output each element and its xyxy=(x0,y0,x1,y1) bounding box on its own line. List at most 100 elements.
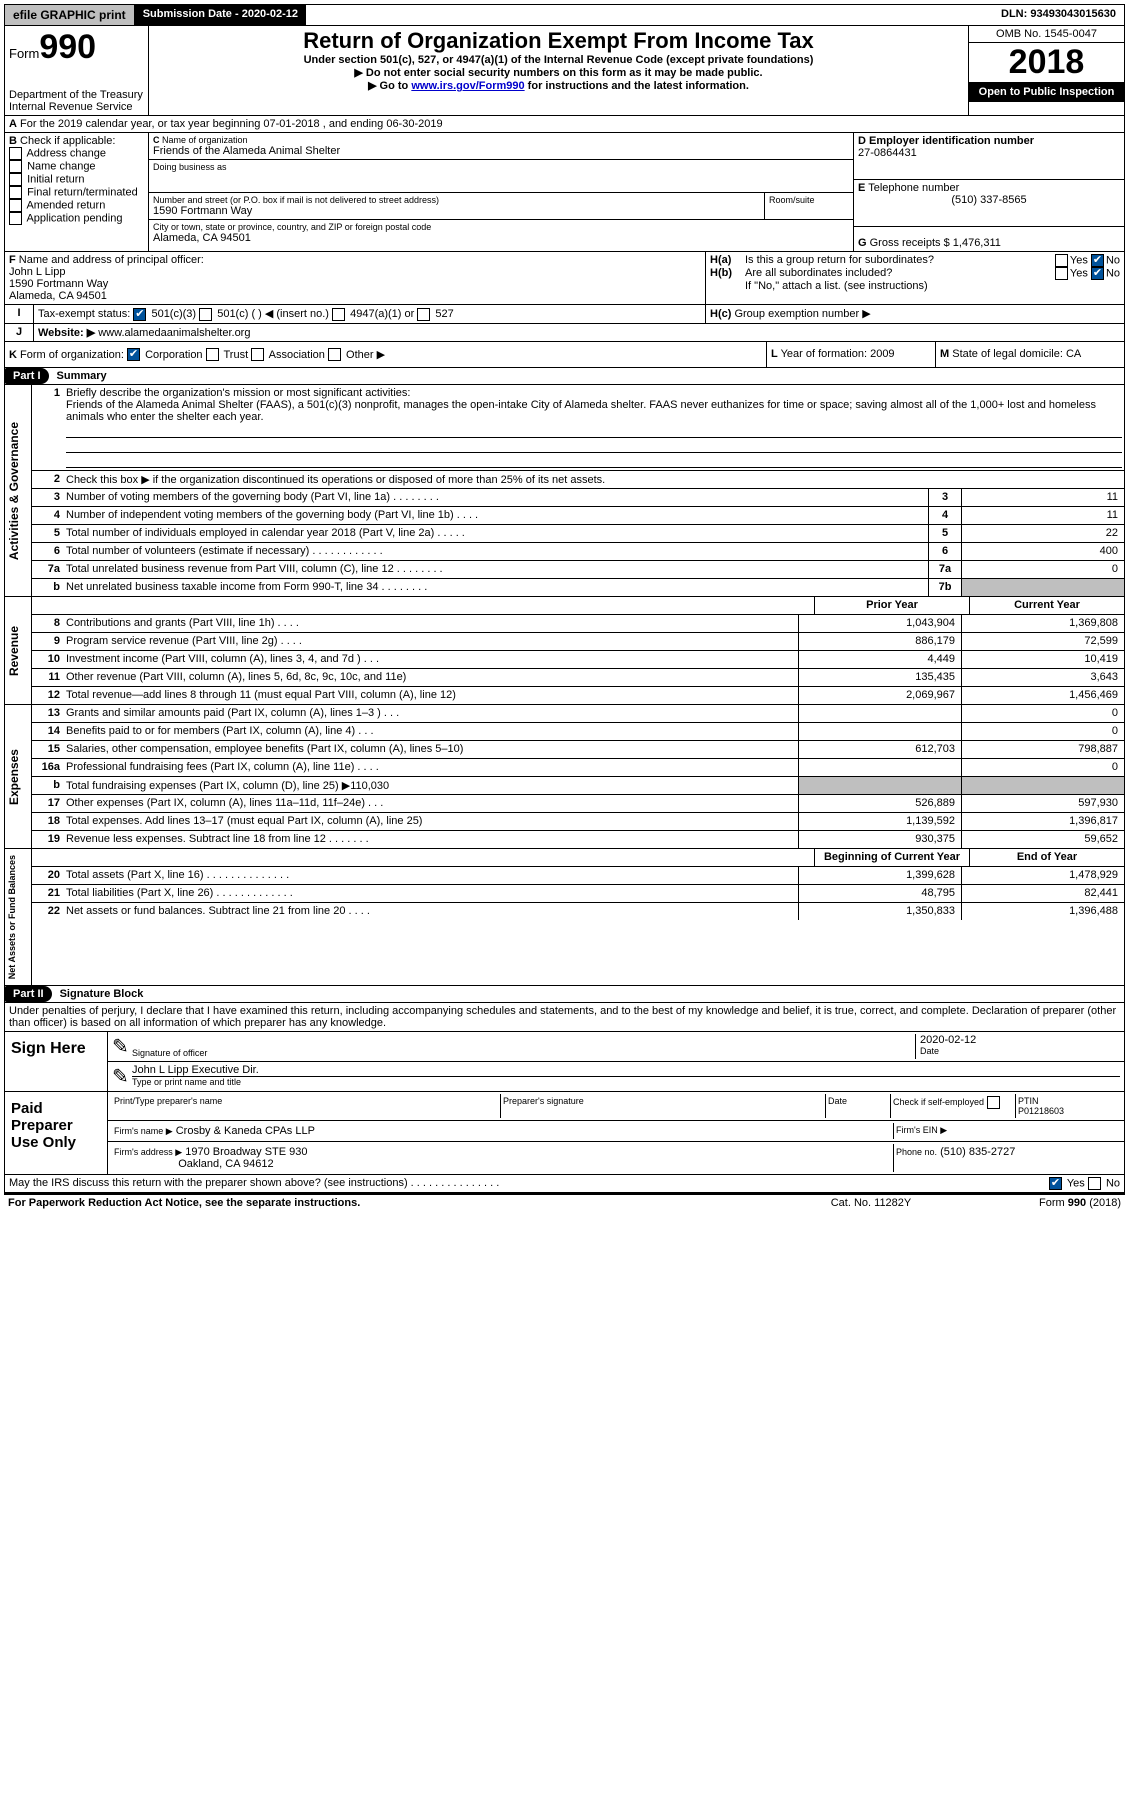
discuss-no[interactable] xyxy=(1088,1177,1101,1190)
hb-label: Are all subordinates included? xyxy=(745,267,1055,280)
omb-number: OMB No. 1545-0047 xyxy=(969,26,1124,43)
dln-label: DLN: 93493043015630 xyxy=(993,5,1124,25)
type-print-label: Type or print name and title xyxy=(132,1077,1120,1087)
tax-exempt-label: Tax-exempt status: xyxy=(38,308,130,320)
prior-year-hdr: Prior Year xyxy=(814,597,969,614)
footer-left: For Paperwork Reduction Act Notice, see … xyxy=(8,1197,771,1209)
website-label: Website: ▶ xyxy=(38,327,95,339)
firm-addr1: 1970 Broadway STE 930 xyxy=(185,1146,307,1158)
prep-sig-label: Preparer's signature xyxy=(501,1094,826,1118)
firm-addr-label: Firm's address ▶ xyxy=(114,1147,182,1157)
org-city: Alameda, CA 94501 xyxy=(153,232,849,244)
discuss-yes[interactable]: ✔ xyxy=(1049,1177,1062,1190)
org-name: Friends of the Alameda Animal Shelter xyxy=(153,145,849,157)
officer-printed-name: John L Lipp Executive Dir. xyxy=(132,1064,1120,1077)
l3-desc: Number of voting members of the governin… xyxy=(64,489,928,506)
checkbox-final[interactable] xyxy=(9,186,22,199)
instructions-link[interactable]: www.irs.gov/Form990 xyxy=(411,80,524,92)
part2-badge: Part II xyxy=(5,986,52,1002)
firm-phone-label: Phone no. xyxy=(896,1147,937,1157)
part2-header: Part II Signature Block xyxy=(4,986,1125,1003)
ptin-label: PTIN xyxy=(1018,1096,1039,1106)
cb-corp[interactable]: ✔ xyxy=(127,348,140,361)
sidebar-netassets: Net Assets or Fund Balances xyxy=(5,849,19,985)
pen-icon: ✎ xyxy=(112,1034,132,1059)
date-label: Date xyxy=(920,1046,1120,1056)
part1-header: Part I Summary xyxy=(4,368,1125,385)
phone-value: (510) 337-8565 xyxy=(858,194,1120,206)
discuss-row: May the IRS discuss this return with the… xyxy=(4,1175,1125,1193)
sig-date: 2020-02-12 xyxy=(920,1034,1120,1046)
form-org-label: Form of organization: xyxy=(20,349,124,361)
l1-label: Briefly describe the organization's miss… xyxy=(66,387,410,399)
firm-ein-label: Firm's EIN ▶ xyxy=(893,1123,1120,1139)
ha-no[interactable]: ✔ xyxy=(1091,254,1104,267)
part1-title: Summary xyxy=(49,368,115,384)
current-year-hdr: Current Year xyxy=(969,597,1124,614)
goto-post: for instructions and the latest informat… xyxy=(525,80,749,92)
ptin-value: P01218603 xyxy=(1018,1106,1064,1116)
l1-text: Friends of the Alameda Animal Shelter (F… xyxy=(66,399,1096,423)
paid-preparer-label: Paid Preparer Use Only xyxy=(5,1092,108,1174)
sidebar-revenue: Revenue xyxy=(5,620,23,682)
ein-value: 27-0864431 xyxy=(858,147,1120,159)
efile-button[interactable]: efile GRAPHIC print xyxy=(5,5,135,25)
cb-self-employed[interactable] xyxy=(987,1096,1000,1109)
form-label: Form xyxy=(9,46,39,61)
website-row: J Website: ▶ www.alamedaanimalshelter.or… xyxy=(4,324,1125,342)
section-expenses: Expenses 13Grants and similar amounts pa… xyxy=(4,705,1125,849)
gross-value: 1,476,311 xyxy=(953,237,1001,249)
submission-date: Submission Date - 2020-02-12 xyxy=(135,5,307,25)
preparer-block: Paid Preparer Use Only Print/Type prepar… xyxy=(4,1092,1125,1175)
beginning-hdr: Beginning of Current Year xyxy=(814,849,969,866)
cb-other[interactable] xyxy=(328,348,341,361)
klm-row: K Form of organization: ✔ Corporation Tr… xyxy=(4,342,1125,369)
cb-trust[interactable] xyxy=(206,348,219,361)
form-subtitle: Under section 501(c), 527, or 4947(a)(1)… xyxy=(153,54,964,66)
officer-addr2: Alameda, CA 94501 xyxy=(9,290,701,302)
hb-yes[interactable] xyxy=(1055,267,1068,280)
open-public-badge: Open to Public Inspection xyxy=(969,82,1124,102)
room-label: Room/suite xyxy=(765,193,853,219)
prep-name-label: Print/Type preparer's name xyxy=(112,1094,501,1118)
ein-label: Employer identification number xyxy=(869,135,1034,147)
check-applicable-label: Check if applicable: xyxy=(20,135,115,147)
ha-yes[interactable] xyxy=(1055,254,1068,267)
domicile-label: State of legal domicile: xyxy=(952,348,1063,360)
phone-label: Telephone number xyxy=(868,182,959,194)
checkbox-namechange[interactable] xyxy=(9,160,22,173)
checkbox-amended[interactable] xyxy=(9,199,22,212)
top-bar: efile GRAPHIC print Submission Date - 20… xyxy=(4,4,1125,26)
sig-officer-label: Signature of officer xyxy=(132,1048,915,1058)
form-header: Form990 Department of the Treasury Inter… xyxy=(4,26,1125,116)
sign-here-label: Sign Here xyxy=(5,1032,108,1091)
cb-501c[interactable] xyxy=(199,308,212,321)
irs-label: Internal Revenue Service xyxy=(9,101,144,113)
hb-no[interactable]: ✔ xyxy=(1091,267,1104,280)
form-title: Return of Organization Exempt From Incom… xyxy=(153,28,964,54)
period-text: For the 2019 calendar year, or tax year … xyxy=(20,118,443,130)
cb-527[interactable] xyxy=(417,308,430,321)
officer-addr1: 1590 Fortmann Way xyxy=(9,278,701,290)
discuss-label: May the IRS discuss this return with the… xyxy=(9,1177,1049,1190)
hb-note: If "No," attach a list. (see instruction… xyxy=(710,280,1120,292)
page-footer: For Paperwork Reduction Act Notice, see … xyxy=(4,1193,1125,1211)
year-formation: 2009 xyxy=(870,348,894,360)
checkbox-initial[interactable] xyxy=(9,173,22,186)
firm-phone: (510) 835-2727 xyxy=(940,1146,1015,1158)
checkbox-address[interactable] xyxy=(9,147,22,160)
cb-501c3[interactable]: ✔ xyxy=(133,308,146,321)
tax-exempt-row: I Tax-exempt status: ✔ 501(c)(3) 501(c) … xyxy=(4,305,1125,324)
cb-4947[interactable] xyxy=(332,308,345,321)
form-number: 990 xyxy=(39,28,96,66)
penalty-text: Under penalties of perjury, I declare th… xyxy=(4,1003,1125,1032)
firm-addr2: Oakland, CA 94612 xyxy=(178,1158,273,1170)
identity-block: B Check if applicable: Address change Na… xyxy=(4,133,1125,252)
cb-assoc[interactable] xyxy=(251,348,264,361)
section-revenue: Revenue Prior YearCurrent Year 8Contribu… xyxy=(4,597,1125,705)
goto-pre: Go to xyxy=(380,80,412,92)
gross-label: Gross receipts $ xyxy=(870,237,950,249)
sidebar-expenses: Expenses xyxy=(5,743,23,811)
firm-name-label: Firm's name ▶ xyxy=(114,1126,173,1136)
checkbox-pending[interactable] xyxy=(9,212,22,225)
